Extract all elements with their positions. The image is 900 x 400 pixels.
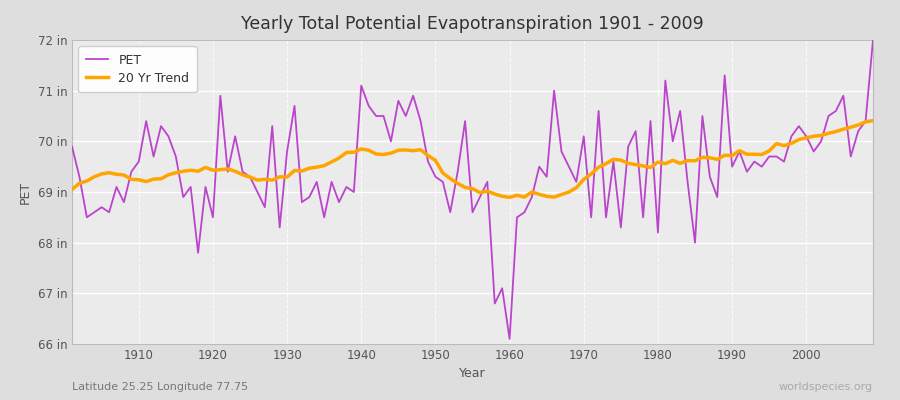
PET bbox=[67, 144, 77, 149]
20 Yr Trend bbox=[289, 168, 300, 173]
20 Yr Trend bbox=[868, 118, 878, 123]
Y-axis label: PET: PET bbox=[19, 180, 32, 204]
PET bbox=[511, 215, 522, 220]
20 Yr Trend bbox=[126, 177, 137, 182]
20 Yr Trend bbox=[511, 193, 522, 198]
Text: worldspecies.org: worldspecies.org bbox=[778, 382, 873, 392]
20 Yr Trend bbox=[334, 156, 345, 160]
PET bbox=[504, 336, 515, 341]
20 Yr Trend bbox=[504, 195, 515, 200]
PET bbox=[289, 104, 300, 108]
Line: PET: PET bbox=[72, 40, 873, 339]
Title: Yearly Total Potential Evapotranspiration 1901 - 2009: Yearly Total Potential Evapotranspiratio… bbox=[241, 15, 704, 33]
PET bbox=[126, 169, 137, 174]
20 Yr Trend bbox=[67, 187, 77, 192]
PET bbox=[497, 286, 508, 291]
Line: 20 Yr Trend: 20 Yr Trend bbox=[72, 121, 873, 197]
PET bbox=[600, 215, 611, 220]
X-axis label: Year: Year bbox=[459, 368, 486, 380]
Text: Latitude 25.25 Longitude 77.75: Latitude 25.25 Longitude 77.75 bbox=[72, 382, 248, 392]
Legend: PET, 20 Yr Trend: PET, 20 Yr Trend bbox=[78, 46, 197, 92]
20 Yr Trend bbox=[600, 161, 611, 166]
PET bbox=[334, 200, 345, 204]
PET bbox=[868, 38, 878, 42]
20 Yr Trend bbox=[497, 194, 508, 199]
